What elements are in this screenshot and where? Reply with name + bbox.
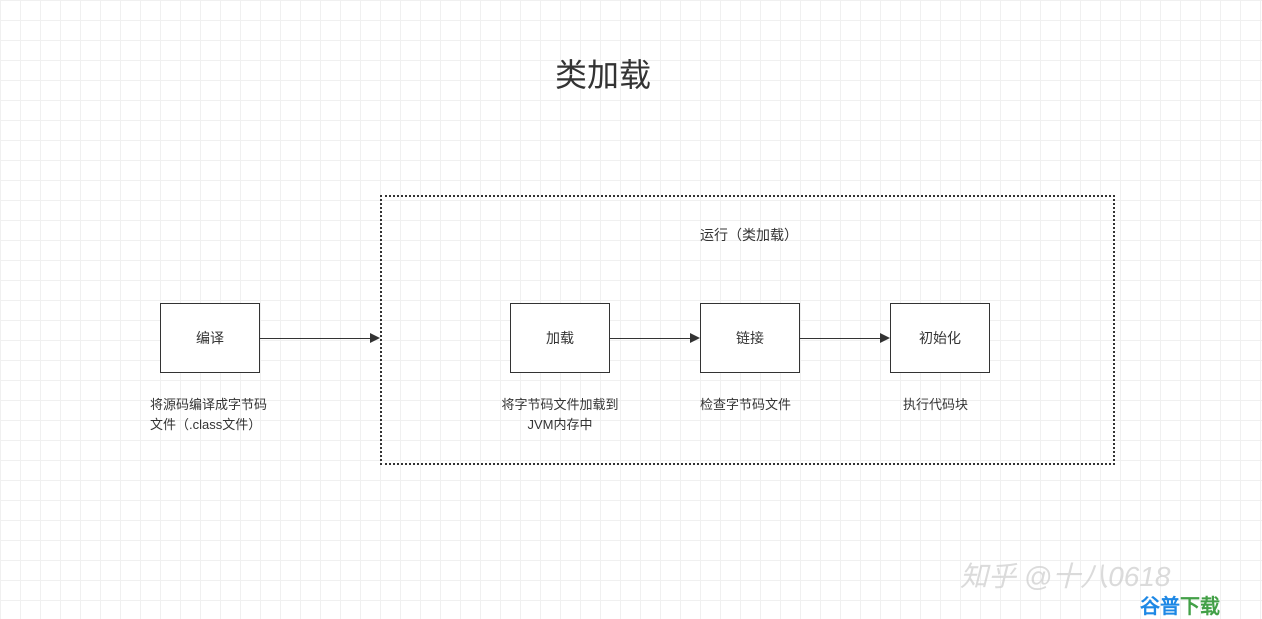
edge-link-to-init — [800, 338, 880, 339]
watermark-gupu-a: 谷普 — [1140, 596, 1180, 618]
node-link-desc: 检查字节码文件 — [700, 395, 791, 415]
node-compile-label: 编译 — [196, 328, 224, 348]
diagram-title: 类加载 — [555, 50, 651, 96]
runtime-container-label: 运行（类加载） — [700, 225, 798, 245]
node-compile-desc: 将源码编译成字节码文件（.class文件） — [150, 395, 267, 434]
edge-load-to-link — [610, 338, 690, 339]
node-load-label: 加载 — [546, 328, 574, 348]
node-load-desc: 将字节码文件加载到JVM内存中 — [500, 395, 620, 434]
edge-compile-to-runtime — [260, 338, 370, 339]
node-compile: 编译 — [160, 303, 260, 373]
node-init: 初始化 — [890, 303, 990, 373]
edge-load-to-link-head — [690, 333, 700, 343]
node-link-label: 链接 — [736, 328, 764, 348]
edge-compile-to-runtime-head — [370, 333, 380, 343]
node-init-label: 初始化 — [919, 328, 961, 348]
edge-link-to-init-head — [880, 333, 890, 343]
watermark-gupu: 谷普下载 — [1140, 590, 1220, 619]
node-init-desc: 执行代码块 — [903, 395, 968, 415]
node-link: 链接 — [700, 303, 800, 373]
node-load: 加载 — [510, 303, 610, 373]
watermark-gupu-b: 下载 — [1180, 596, 1220, 618]
watermark-zhihu: 知乎 @十八0618 — [960, 555, 1171, 595]
